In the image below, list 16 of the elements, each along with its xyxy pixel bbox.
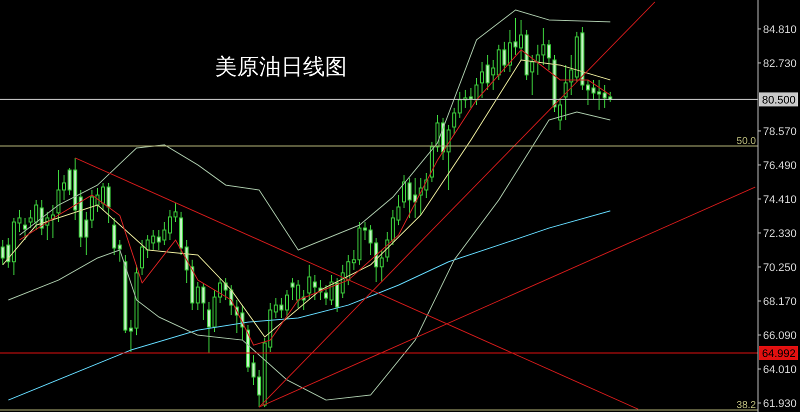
annotation: 38.2 (736, 400, 756, 412)
y-tick-label: 64.010 (763, 364, 797, 376)
y-tick-label: 82.730 (763, 58, 797, 70)
y-tick-label: 68.170 (763, 296, 797, 308)
y-tick-label: 61.930 (763, 398, 797, 410)
y-tick-label: 66.090 (763, 330, 797, 342)
ref-line-label: 80.500 (762, 94, 796, 106)
ref-line-label: 64.992 (762, 348, 796, 360)
y-tick-label: 72.330 (763, 228, 797, 240)
y-tick-label: 74.410 (763, 194, 797, 206)
y-tick-label: 76.490 (763, 160, 797, 172)
annotation: 50.0 (736, 136, 756, 147)
y-tick-label: 70.250 (763, 262, 797, 274)
y-tick-label: 78.570 (763, 126, 797, 138)
text: 美原油日线图 (215, 54, 347, 82)
y-tick-label: 84.810 (763, 24, 797, 36)
